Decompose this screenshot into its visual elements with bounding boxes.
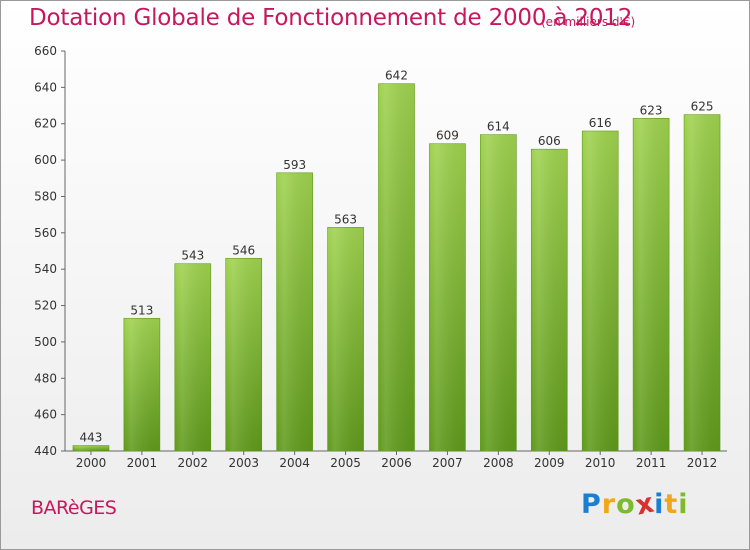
brand-logo: Proxiti: [581, 487, 689, 521]
chart-subtitle: (en milliers d'€): [541, 15, 636, 29]
brand-letter: r: [601, 489, 617, 520]
y-tick-label: 560: [34, 226, 57, 240]
axes: 440 460 480 500 520 540 560 580 600 620 640 660 2000…: [34, 44, 727, 470]
x-tick-label: 2012: [687, 456, 718, 470]
y-tick-label: 620: [34, 117, 57, 131]
y-tick-label: 600: [34, 153, 57, 167]
bar-shine-2007: [429, 143, 466, 451]
brand-letter: i: [678, 489, 689, 520]
data-label: 443: [80, 431, 103, 445]
x-tick-label: 2006: [381, 456, 412, 470]
bar-shine-2000: [72, 445, 109, 451]
x-tick-label: 2003: [228, 456, 259, 470]
bar-shine-2011: [633, 118, 670, 451]
x-tick-label: 2000: [76, 456, 107, 470]
y-tick-label: 520: [34, 299, 57, 313]
data-label: 563: [334, 212, 357, 226]
data-label: 593: [283, 158, 306, 172]
bar-shine-2005: [327, 227, 364, 451]
bar-shine-2008: [480, 134, 517, 452]
y-tick-label: 540: [34, 262, 57, 276]
bars: [72, 83, 721, 452]
x-tick-label: 2005: [330, 456, 361, 470]
bar-shine-2009: [531, 149, 568, 451]
data-label: 543: [181, 249, 204, 263]
data-label: 609: [436, 129, 459, 143]
bar-shine-2004: [276, 172, 313, 451]
x-tick-label: 2007: [432, 456, 463, 470]
data-labels: 443 513 543 546 593 563 642 609 614 606 616 623 625: [80, 69, 714, 445]
bar-shine-2002: [174, 263, 211, 451]
x-tick-label: 2009: [534, 456, 565, 470]
bar-shine-2012: [684, 114, 721, 452]
y-tick-label: 640: [34, 80, 57, 94]
data-label: 546: [232, 243, 255, 257]
place-name: BARèGES: [31, 497, 117, 519]
data-label: 606: [538, 134, 561, 148]
x-tick-label: 2010: [585, 456, 616, 470]
data-label: 625: [691, 100, 714, 114]
x-tick-label: 2011: [636, 456, 667, 470]
data-label: 513: [130, 303, 153, 317]
bar-shine-2001: [123, 318, 160, 451]
y-tick-label: 580: [34, 189, 57, 203]
data-label: 623: [640, 103, 663, 117]
x-tick-label: 2001: [127, 456, 158, 470]
y-tick-label: 480: [34, 371, 57, 385]
bar-shine-2010: [582, 131, 619, 451]
x-tick-label: 2002: [178, 456, 209, 470]
bar-shine-2006: [378, 83, 415, 452]
data-label: 616: [589, 116, 612, 130]
y-tick-label: 500: [34, 335, 57, 349]
chart-title: Dotation Globale de Fonctionnement de 20…: [29, 5, 633, 31]
x-tick-label: 2004: [279, 456, 310, 470]
data-label: 614: [487, 120, 510, 134]
bar-shine-2003: [225, 258, 262, 451]
y-tick-label: 660: [34, 44, 57, 58]
y-tick-label: 460: [34, 408, 57, 422]
x-tick-label: 2008: [483, 456, 514, 470]
brand-letter: P: [581, 489, 602, 520]
brand-letter: i: [654, 489, 665, 520]
brand-letter: t: [664, 489, 679, 520]
brand-letter: o: [616, 489, 636, 520]
data-label: 642: [385, 69, 408, 83]
y-tick-label: 440: [34, 444, 57, 458]
